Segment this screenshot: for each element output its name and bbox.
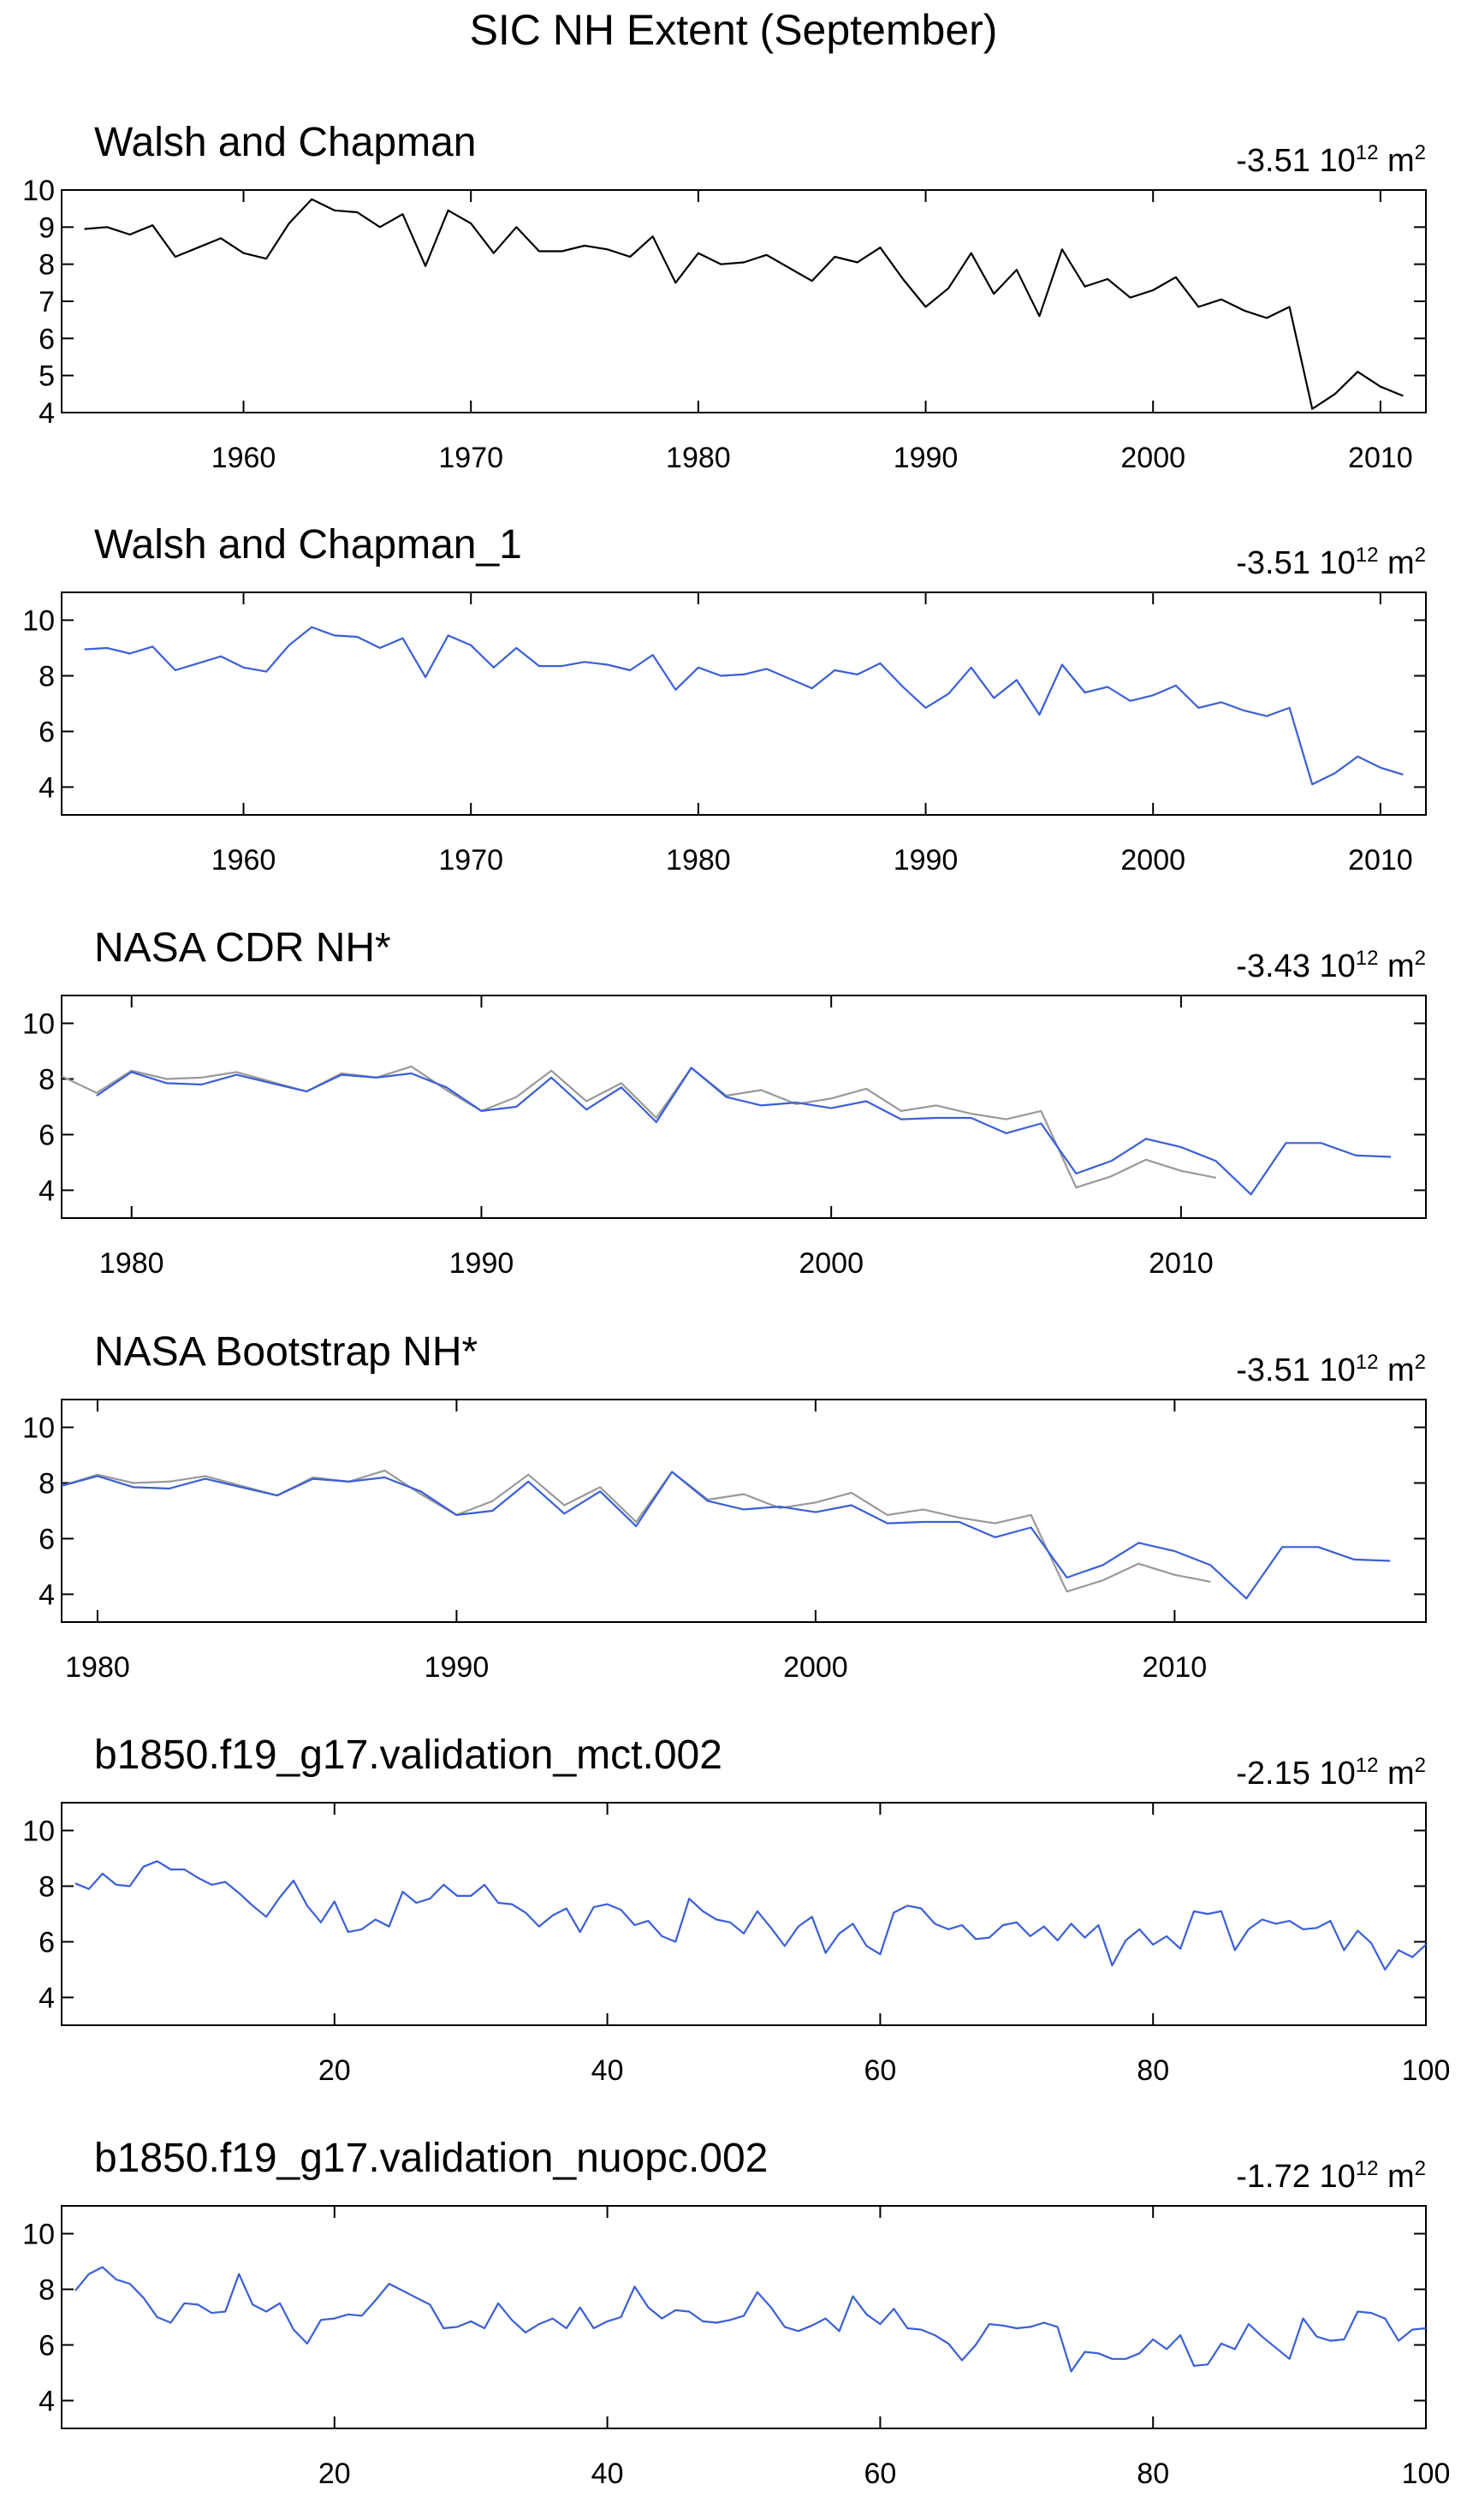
x-tick-label: 1970 [438,844,503,877]
plot-frame [61,2205,1427,2429]
x-tick-label: 1970 [438,442,503,474]
plot-frame [61,995,1427,1219]
y-tick-label: 4 [39,1579,55,1612]
x-tick-label: 1990 [425,1651,490,1684]
y-tick-label: 10 [22,1816,55,1848]
y-tick-label: 5 [39,360,55,393]
y-tick-label: 6 [39,323,55,355]
trend-label: -3.51 1012 m2 [1236,141,1426,179]
chart-panel: NASA CDR NH* -3.43 1012 m2 4 6 8 10 1980 1990 20… [22,925,1427,1280]
trend-label: -3.43 1012 m2 [1236,947,1426,984]
panel-title: NASA CDR NH* [94,925,391,971]
y-tick-label: 6 [39,1927,55,1959]
x-tick-label: 1980 [99,1247,164,1280]
x-tick-label: 1990 [894,442,959,474]
trend-label: -3.51 1012 m2 [1236,544,1426,581]
series-line [61,1471,1391,1600]
trend-label: -3.51 1012 m2 [1236,1351,1426,1388]
y-tick-label: 10 [22,2219,55,2251]
series-line [74,1860,1427,1971]
chart-panel: NASA Bootstrap NH* -3.51 1012 m2 4 6 8 10 1980… [22,1329,1427,1684]
y-tick-label: 6 [39,1524,55,1556]
x-tick-label: 1960 [211,844,276,877]
plot-frame [61,189,1427,413]
x-tick-label: 100 [1402,2054,1451,2087]
panel-title: b1850.f19_g17.validation_mct.002 [94,1732,722,1778]
y-tick-label: 4 [39,772,55,805]
x-tick-label: 80 [1137,2054,1169,2087]
panels: Walsh and Chapman -3.51 1012 m2 4 5 6 7 8 9 10 19… [22,120,1450,2490]
y-tick-label: 8 [39,2274,55,2307]
y-tick-label: 9 [39,211,55,244]
trend-label: -1.72 1012 m2 [1236,2157,1426,2195]
x-tick-label: 2010 [1348,844,1413,877]
x-tick-label: 2000 [1120,844,1185,877]
x-tick-label: 1990 [894,844,959,877]
x-tick-label: 40 [591,2054,624,2087]
series-line [84,198,1404,410]
panel-title: NASA Bootstrap NH* [94,1329,478,1375]
x-tick-label: 2000 [1120,442,1185,474]
x-tick-label: 1960 [211,442,276,474]
plot-frame [61,1802,1427,2026]
x-tick-label: 20 [318,2458,351,2490]
y-tick-label: 10 [22,605,55,638]
y-tick-label: 10 [22,1412,55,1445]
y-tick-label: 6 [39,716,55,749]
y-tick-label: 8 [39,1871,55,1904]
y-tick-label: 8 [39,249,55,282]
series-line [74,2266,1427,2373]
chart-panel: b1850.f19_g17.validation_mct.002 -2.15 10… [22,1732,1450,2087]
series-line [61,1065,1217,1189]
x-tick-label: 60 [864,2054,896,2087]
x-tick-label: 1980 [666,844,731,877]
chart-panel: Walsh and Chapman_1 -3.51 1012 m2 4 6 8 10 196… [22,522,1427,877]
chart-panel: Walsh and Chapman -3.51 1012 m2 4 5 6 7 8 9 10 19… [22,120,1427,474]
x-tick-label: 2010 [1348,442,1413,474]
x-tick-label: 40 [591,2458,624,2490]
series-line [96,1067,1392,1196]
y-tick-label: 10 [22,1008,55,1041]
y-tick-label: 8 [39,1468,55,1501]
y-tick-label: 6 [39,2330,55,2362]
y-tick-label: 4 [39,397,55,430]
plot-frame [61,591,1427,816]
panel-title: b1850.f19_g17.validation_nuopc.002 [94,2136,768,2181]
panel-title: Walsh and Chapman [94,120,476,165]
y-tick-label: 8 [39,1064,55,1097]
y-tick-label: 4 [39,2386,55,2418]
x-tick-label: 2010 [1149,1247,1214,1280]
y-tick-label: 8 [39,661,55,693]
chart-panel: b1850.f19_g17.validation_nuopc.002 -1.72 … [22,2136,1450,2490]
x-tick-label: 80 [1137,2458,1169,2490]
x-tick-label: 60 [864,2458,896,2490]
x-tick-label: 2000 [799,1247,864,1280]
panel-title: Walsh and Chapman_1 [94,522,522,568]
y-tick-label: 4 [39,1175,55,1208]
figure-title: SIC NH Extent (September) [470,6,998,54]
x-tick-label: 1980 [666,442,731,474]
x-tick-label: 2010 [1143,1651,1208,1684]
x-tick-label: 20 [318,2054,351,2087]
x-tick-label: 1980 [65,1651,130,1684]
y-tick-label: 7 [39,286,55,318]
y-tick-label: 4 [39,1982,55,2015]
x-tick-label: 100 [1402,2458,1451,2490]
y-tick-label: 10 [22,175,55,207]
series-line [84,626,1404,786]
x-tick-label: 2000 [783,1651,848,1684]
plot-frame [61,1399,1427,1623]
series-line [61,1469,1211,1593]
y-tick-label: 6 [39,1120,55,1152]
trend-label: -2.15 1012 m2 [1236,1754,1426,1792]
x-tick-label: 1990 [449,1247,514,1280]
